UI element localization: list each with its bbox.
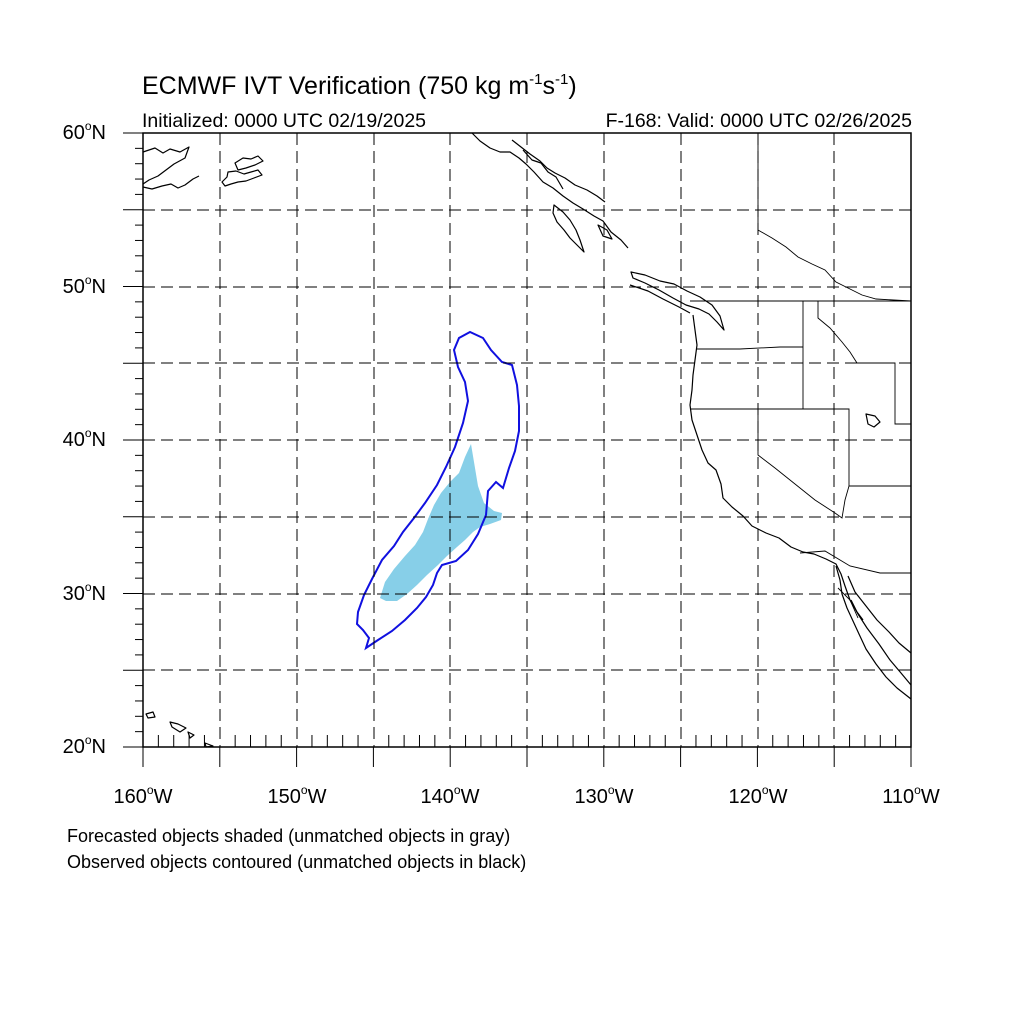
gridlines [143,133,911,747]
lon-label-160: 160oW [113,783,173,808]
lon-label-110: 110oW [882,783,940,808]
lat-label-50: 50oN [62,273,106,298]
lat-label-20: 20oN [62,733,106,758]
init-time-label: Initialized: 0000 UTC 02/19/2025 [142,110,427,132]
legend-forecast-note: Forecasted objects shaded (unmatched obj… [67,826,511,846]
legend-observed-note: Observed objects contoured (unmatched ob… [67,852,527,872]
tick-marks [123,132,912,767]
lon-label-150: 150oW [267,783,327,808]
lon-label-130: 130oW [574,783,634,808]
boundaries [690,133,912,619]
lat-label-60: 60oN [62,119,106,144]
figure-title: ECMWF IVT Verification (750 kg m-1s-1) [142,71,577,100]
lon-label-120: 120oW [728,783,788,808]
lat-label-40: 40oN [62,426,106,451]
lat-label-30: 30oN [62,580,106,605]
observed-object-contour [355,330,520,651]
lon-label-140: 140oW [420,783,480,808]
coastlines [142,132,912,748]
valid-time-label: F-168: Valid: 0000 UTC 02/26/2025 [605,110,912,132]
forecast-object [380,444,502,601]
